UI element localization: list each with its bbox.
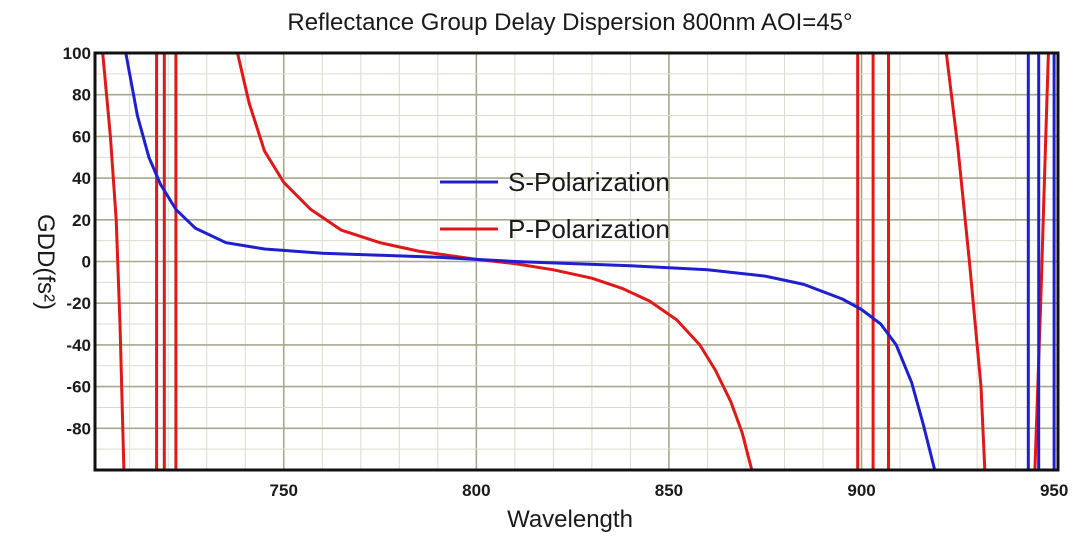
legend: S-Polarization P-Polarization xyxy=(440,167,670,244)
series-lines xyxy=(101,53,1056,470)
y-tick-label: -40 xyxy=(66,336,91,355)
x-tick-label: 800 xyxy=(462,481,490,500)
y-tick-label: 100 xyxy=(63,44,91,63)
y-tick-label: 80 xyxy=(72,86,91,105)
y-tick-label: 60 xyxy=(72,127,91,146)
x-tick-label: 950 xyxy=(1040,481,1068,500)
x-axis-label: Wavelength xyxy=(507,506,633,533)
p-polarization-line xyxy=(944,53,987,470)
x-tick-label: 750 xyxy=(270,481,298,500)
y-tick-label: -20 xyxy=(66,294,91,313)
x-tick-label: 850 xyxy=(655,481,683,500)
x-tick-label: 900 xyxy=(847,481,875,500)
s-polarization-line xyxy=(124,53,937,470)
y-tick-label: -80 xyxy=(66,419,91,438)
chart-title: Reflectance Group Delay Dispersion 800nm… xyxy=(287,9,852,36)
tick-labels: 750 800 850 900 950 100 80 60 40 20 0 -20 -40 -60 -80 xyxy=(63,44,1069,500)
legend-label-p-polarization: P-Polarization xyxy=(508,214,670,244)
legend-label-s-polarization: S-Polarization xyxy=(508,167,670,197)
p-polarization-line xyxy=(101,53,126,470)
p-polarization-line xyxy=(236,53,754,470)
y-tick-label: 0 xyxy=(82,253,91,272)
y-axis-label: GDD(fs²) xyxy=(32,214,59,310)
y-tick-label: 20 xyxy=(72,211,91,230)
y-tick-label: -60 xyxy=(66,378,91,397)
grid-lines xyxy=(95,53,1058,470)
plot-frame xyxy=(93,51,1060,472)
y-tick-label: 40 xyxy=(72,169,91,188)
